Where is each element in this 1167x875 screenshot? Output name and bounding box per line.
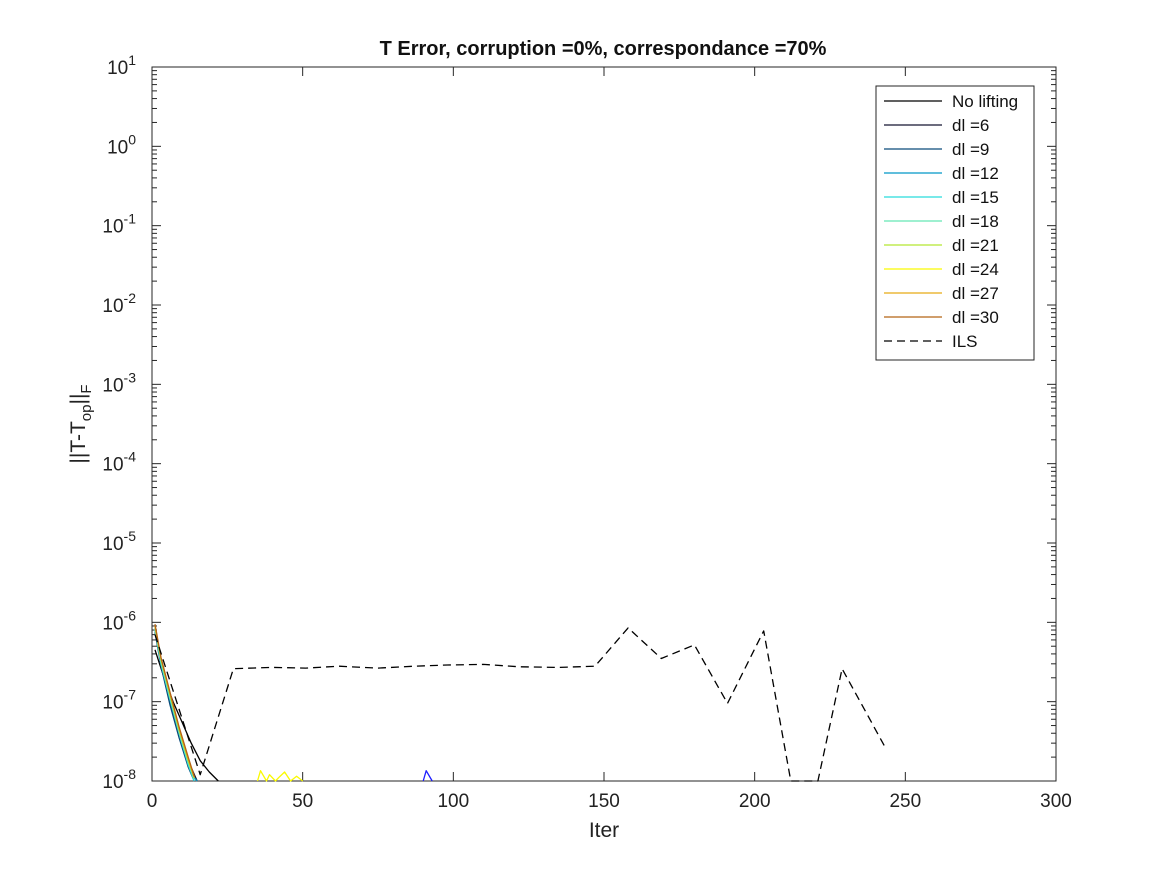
x-tick-label: 300 <box>1040 791 1072 812</box>
y-tick-base: 10 <box>102 772 123 793</box>
y-tick-label: 100 <box>107 131 136 158</box>
series-line-ils <box>154 627 885 782</box>
y-tick-base: 10 <box>102 534 123 555</box>
y-tick-exponent: -6 <box>124 607 137 623</box>
y-tick-exponent: 0 <box>128 131 136 147</box>
y-tick-base: 10 <box>107 58 128 79</box>
y-tick-exponent: -4 <box>124 449 137 465</box>
legend-box <box>875 85 1035 361</box>
y-tick-label: 10-1 <box>102 211 136 238</box>
legend-label-no-lifting: No lifting <box>952 92 1018 111</box>
y-tick-label: 10-7 <box>102 687 136 714</box>
legend-label-dl-9: dl =9 <box>952 140 989 159</box>
y-tick-label: 10-5 <box>102 528 136 555</box>
y-tick-base: 10 <box>102 217 123 238</box>
y-tick-label: 10-8 <box>102 766 136 793</box>
chart-title: T Error, corruption =0%, correspondance … <box>380 38 827 60</box>
y-tick-exponent: -5 <box>124 528 137 544</box>
y-tick-base: 10 <box>102 693 123 714</box>
y-tick-exponent: -2 <box>124 290 137 306</box>
y-axis-label-main: ||T-T <box>67 421 90 464</box>
y-tick-label: 10-3 <box>102 369 136 396</box>
y-axis-label: ||T-Top||F <box>67 384 95 463</box>
legend-label-dl-18: dl =18 <box>952 212 999 231</box>
legend-label-dl-15: dl =15 <box>952 188 999 207</box>
legend-label-dl-21: dl =21 <box>952 236 999 255</box>
legend-label-dl-6: dl =6 <box>952 116 989 135</box>
y-tick-base: 10 <box>102 613 123 634</box>
y-tick-base: 10 <box>102 296 123 317</box>
y-tick-exponent: 1 <box>128 52 136 68</box>
legend-label-dl-30: dl =30 <box>952 308 999 327</box>
legend-label-dl-12: dl =12 <box>952 164 999 183</box>
x-tick-label: 250 <box>889 791 921 812</box>
y-tick-exponent: -8 <box>124 766 137 782</box>
extra-series-segment <box>422 770 433 782</box>
x-tick-label: 0 <box>147 791 158 812</box>
x-tick-label: 150 <box>588 791 620 812</box>
series-layer <box>154 623 885 782</box>
x-axis-label: Iter <box>589 819 619 842</box>
y-axis-label-sub2: F <box>78 384 95 393</box>
y-tick-base: 10 <box>102 455 123 476</box>
y-tick-base: 10 <box>102 375 123 396</box>
x-tick-label: 100 <box>437 791 469 812</box>
legend-label-ils: ILS <box>952 332 978 351</box>
x-tick-label: 200 <box>739 791 771 812</box>
legend-label-dl-27: dl =27 <box>952 284 999 303</box>
y-tick-label: 101 <box>107 52 136 79</box>
x-tick-label: 50 <box>292 791 313 812</box>
y-tick-label: 10-6 <box>102 607 136 634</box>
legend: No lifting dl =6 dl =9 dl =12 dl =15 dl =18 dl… <box>875 85 1035 361</box>
y-tick-label: 10-4 <box>102 449 136 476</box>
y-axis-label-sub: op <box>78 405 95 422</box>
y-tick-exponent: -7 <box>124 687 137 703</box>
legend-label-dl-24: dl =24 <box>952 260 999 279</box>
y-axis-label-tail: || <box>67 394 90 405</box>
y-tick-exponent: -1 <box>124 211 137 227</box>
y-tick-label: 10-2 <box>102 290 136 317</box>
series-line-dl-24 <box>256 770 304 782</box>
y-tick-base: 10 <box>107 137 128 158</box>
axes: 0 50 100 150 200 250 30010110010-110-210-310-4… <box>102 52 1071 812</box>
y-tick-exponent: -3 <box>124 369 137 385</box>
